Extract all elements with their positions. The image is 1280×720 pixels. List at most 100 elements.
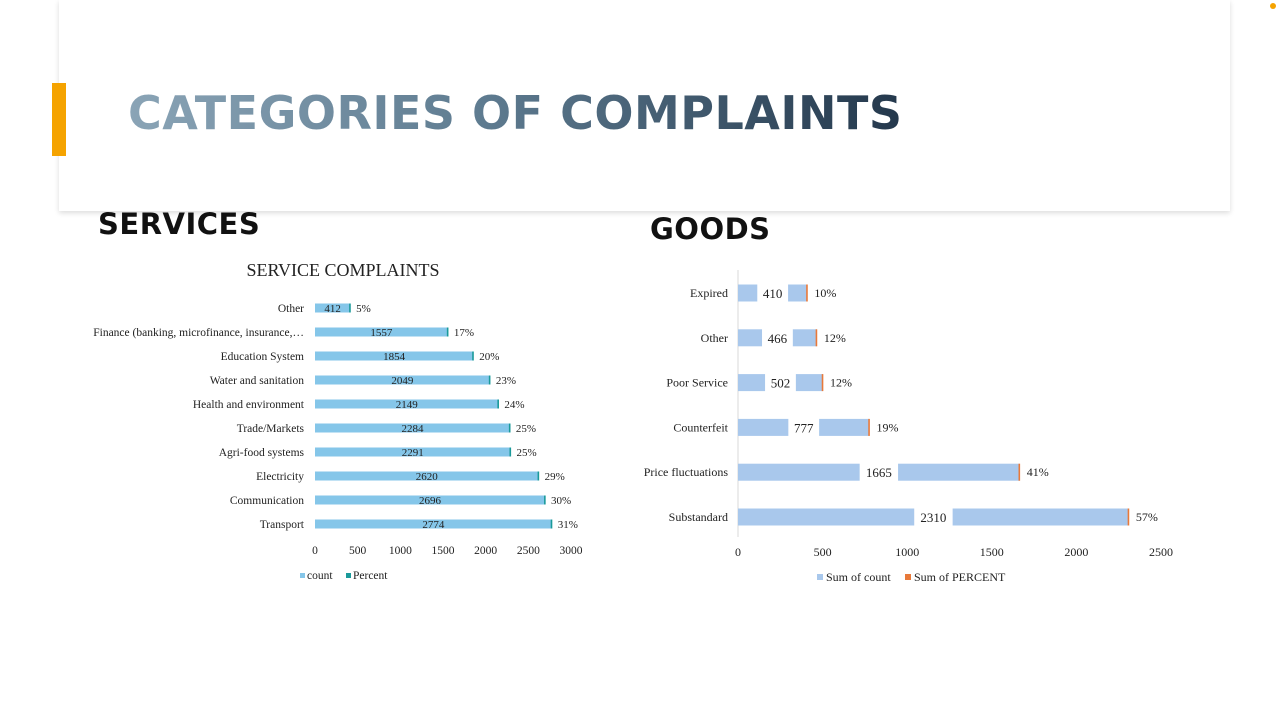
legend-swatch — [905, 574, 911, 580]
percent-bar — [508, 423, 511, 433]
count-data-label: 2291 — [402, 447, 424, 459]
x-tick-label: 2000 — [474, 545, 497, 557]
count-label-box — [765, 371, 796, 394]
slide-title: CATEGORIES OF COMPLAINTS — [128, 86, 903, 140]
percent-bar — [821, 374, 824, 392]
category-label: Expired — [690, 286, 728, 300]
percent-data-label: 25% — [516, 423, 536, 435]
count-bar — [315, 447, 511, 457]
services-heading: SERVICES — [98, 207, 261, 241]
percent-data-label: 23% — [496, 375, 516, 387]
percent-data-label: 41% — [1027, 465, 1049, 479]
count-data-label: 1557 — [370, 327, 393, 339]
percent-bar — [806, 284, 808, 302]
category-label: Health and environment — [193, 399, 305, 411]
category-label: Communication — [230, 495, 304, 507]
category-label: Poor Service — [666, 376, 728, 390]
category-label: Agri-food systems — [219, 447, 305, 459]
category-label: Other — [278, 303, 304, 315]
count-data-label: 777 — [794, 420, 814, 435]
count-data-label: 2149 — [396, 399, 419, 411]
count-label-box — [788, 416, 820, 439]
legend-label: Sum of PERCENT — [914, 570, 1006, 584]
legend-swatch — [346, 573, 351, 578]
percent-data-label: 17% — [454, 327, 474, 339]
count-label-box — [757, 282, 789, 304]
x-tick-label: 1000 — [389, 545, 412, 557]
count-data-label: 412 — [324, 303, 341, 315]
category-label: Counterfeit — [673, 420, 728, 434]
count-data-label: 466 — [768, 331, 788, 346]
percent-bar — [472, 351, 474, 361]
count-data-label: 1665 — [866, 465, 892, 480]
percent-data-label: 29% — [545, 471, 565, 483]
percent-data-label: 10% — [814, 286, 836, 300]
x-tick-label: 1000 — [895, 545, 919, 559]
goods-chart: Expired 410 10% Other 466 12% Poor Service 502 1… — [644, 270, 1173, 584]
goods-heading: GOODS — [650, 212, 771, 246]
category-label: Trade/Markets — [237, 423, 305, 435]
count-label-box — [914, 506, 953, 528]
count-data-label: 2774 — [422, 519, 445, 531]
x-tick-label: 1500 — [980, 545, 1004, 559]
percent-data-label: 24% — [504, 399, 524, 411]
percent-bar — [349, 303, 351, 313]
count-data-label: 410 — [763, 286, 783, 301]
services-chart: SERVICE COMPLAINTS Other 412 5% Finance (ban… — [93, 260, 583, 582]
category-label: Other — [701, 331, 728, 345]
corner-accent-dot — [1270, 3, 1276, 9]
percent-bar — [497, 399, 499, 409]
x-tick-label: 3000 — [560, 545, 583, 557]
percent-data-label: 31% — [558, 519, 578, 531]
percent-bar — [868, 418, 870, 436]
count-data-label: 2049 — [391, 375, 414, 387]
category-label: Transport — [260, 519, 305, 531]
legend-label: Percent — [353, 570, 388, 582]
percent-bar — [509, 447, 512, 457]
legend-swatch — [817, 574, 823, 580]
legend-swatch — [300, 573, 305, 578]
percent-data-label: 20% — [479, 351, 499, 363]
x-tick-label: 1500 — [432, 545, 455, 557]
category-label: Price fluctuations — [644, 465, 729, 479]
percent-data-label: 5% — [356, 303, 371, 315]
count-bar — [315, 327, 448, 337]
count-bar — [315, 495, 546, 505]
x-tick-label: 2500 — [1149, 545, 1173, 559]
category-label: Water and sanitation — [210, 375, 304, 387]
percent-bar — [1018, 463, 1021, 481]
percent-data-label: 12% — [830, 376, 852, 390]
count-label-box — [859, 461, 899, 484]
legend-label: Sum of count — [826, 570, 891, 584]
percent-data-label: 57% — [1136, 510, 1158, 524]
count-data-label: 2284 — [401, 423, 424, 435]
category-label: Education System — [221, 351, 304, 363]
count-data-label: 502 — [771, 376, 791, 391]
percent-bar — [446, 327, 449, 337]
count-bar — [315, 471, 539, 481]
x-tick-label: 0 — [735, 545, 741, 559]
percent-data-label: 30% — [551, 495, 571, 507]
x-tick-label: 2500 — [517, 545, 540, 557]
x-tick-label: 500 — [349, 545, 367, 557]
percent-bar — [488, 375, 491, 385]
percent-data-label: 19% — [876, 420, 898, 434]
x-tick-label: 2000 — [1064, 545, 1088, 559]
percent-bar — [550, 519, 553, 529]
count-data-label: 1854 — [383, 351, 406, 363]
percent-bar — [537, 471, 540, 481]
x-tick-label: 500 — [814, 545, 832, 559]
count-bar — [315, 519, 552, 529]
category-label: Finance (banking, microfinance, insuranc… — [93, 327, 304, 339]
percent-data-label: 25% — [516, 447, 536, 459]
category-label: Substandard — [669, 510, 728, 524]
count-bar — [315, 351, 474, 361]
count-data-label: 2696 — [419, 495, 442, 507]
title-accent-bar — [52, 83, 66, 156]
count-data-label: 2620 — [416, 471, 439, 483]
percent-data-label: 12% — [824, 331, 846, 345]
count-label-box — [762, 326, 793, 349]
count-bar — [315, 399, 499, 409]
count-bar — [315, 375, 490, 385]
legend-label: count — [307, 570, 333, 582]
